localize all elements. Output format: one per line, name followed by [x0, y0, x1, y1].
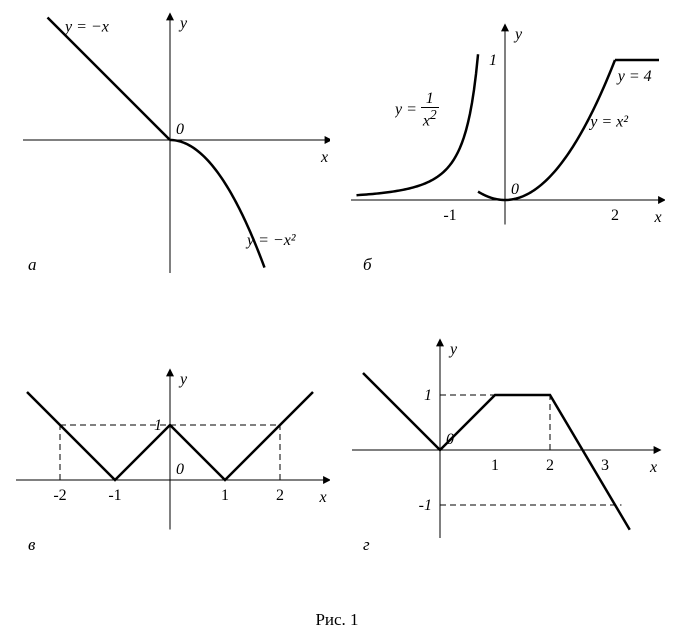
svg-text:-1: -1: [108, 487, 121, 504]
figure-caption: Рис. 1: [0, 610, 674, 630]
svg-text:y: y: [448, 341, 458, 358]
svg-text:y = −x: y = −x: [63, 19, 109, 36]
panel-v: xy0-2-1121в: [10, 320, 330, 570]
svg-text:x: x: [649, 459, 657, 476]
svg-text:3: 3: [601, 457, 609, 474]
svg-text:-2: -2: [53, 487, 66, 504]
svg-text:0: 0: [511, 181, 519, 198]
svg-text:y = x²: y = x²: [588, 114, 629, 131]
panel-g: xy01231-1г: [345, 320, 665, 570]
svg-text:0: 0: [176, 461, 184, 478]
svg-text:y = 4: y = 4: [616, 68, 652, 85]
svg-text:1: 1: [424, 387, 432, 404]
panel-label-a: а: [28, 255, 37, 274]
svg-text:1: 1: [491, 457, 499, 474]
svg-text:0: 0: [176, 121, 184, 138]
panel-label-b: б: [363, 255, 372, 274]
svg-text:y: y: [178, 371, 188, 388]
svg-text:x: x: [320, 149, 328, 166]
svg-text:-1: -1: [419, 497, 432, 514]
svg-text:2: 2: [276, 487, 284, 504]
svg-text:2: 2: [611, 207, 619, 224]
panel-a: x y 0 y = −x y = −x² а: [10, 10, 330, 290]
svg-text:2: 2: [546, 457, 554, 474]
panel-label-v: в: [28, 535, 36, 554]
svg-text:y: y: [513, 26, 523, 43]
svg-text:x: x: [319, 489, 327, 506]
panel-label-g: г: [363, 535, 370, 554]
svg-text:-1: -1: [443, 207, 456, 224]
svg-text:x: x: [654, 209, 662, 226]
svg-text:1: 1: [221, 487, 229, 504]
svg-text:1: 1: [489, 52, 497, 69]
svg-text:y: y: [178, 15, 188, 32]
svg-text:y = −x²: y = −x²: [245, 232, 297, 249]
panel-b: xy0-121y = 1x2y = x²y = 4б: [345, 10, 665, 290]
